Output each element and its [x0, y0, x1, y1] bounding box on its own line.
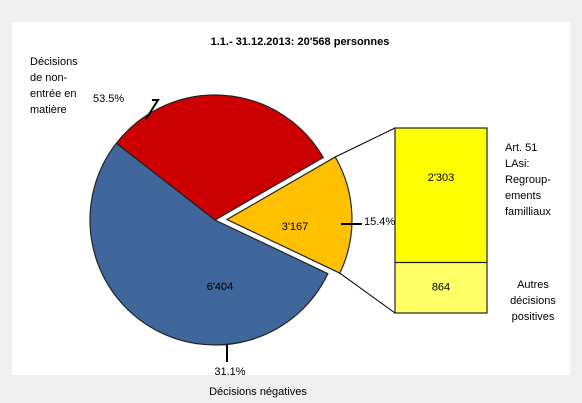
slice-value-label: 6'404: [207, 281, 234, 293]
pie-category-label: Art. 51 LAsi: Regroup-ements familliaux: [505, 142, 551, 218]
pie-slice: [225, 156, 353, 274]
bar-value-label: 864: [432, 282, 450, 294]
bar-category-label: Autres décisions positives: [510, 279, 556, 323]
percent-label: 53.5%: [93, 93, 124, 105]
leader-line: [145, 99, 160, 120]
bar-segment: [394, 261, 488, 314]
connector-line: [339, 272, 396, 314]
pie-slice: [115, 94, 325, 221]
percent-label: 31.1%: [214, 366, 245, 378]
chart-title: 1.1.- 31.12.2013: 20'568 personnes: [211, 36, 390, 48]
bar-value-label: 2'303: [428, 172, 455, 184]
connector-line: [335, 127, 396, 158]
percent-label: 15.4%: [364, 216, 395, 228]
bar-segment: [394, 127, 488, 264]
pie-slice: [89, 142, 329, 346]
slice-value-label: 3'167: [282, 221, 309, 233]
pie-category-label: Décisions de non-entrée en matière: [30, 56, 78, 116]
pie-category-label: Décisions négatives: [209, 386, 307, 398]
